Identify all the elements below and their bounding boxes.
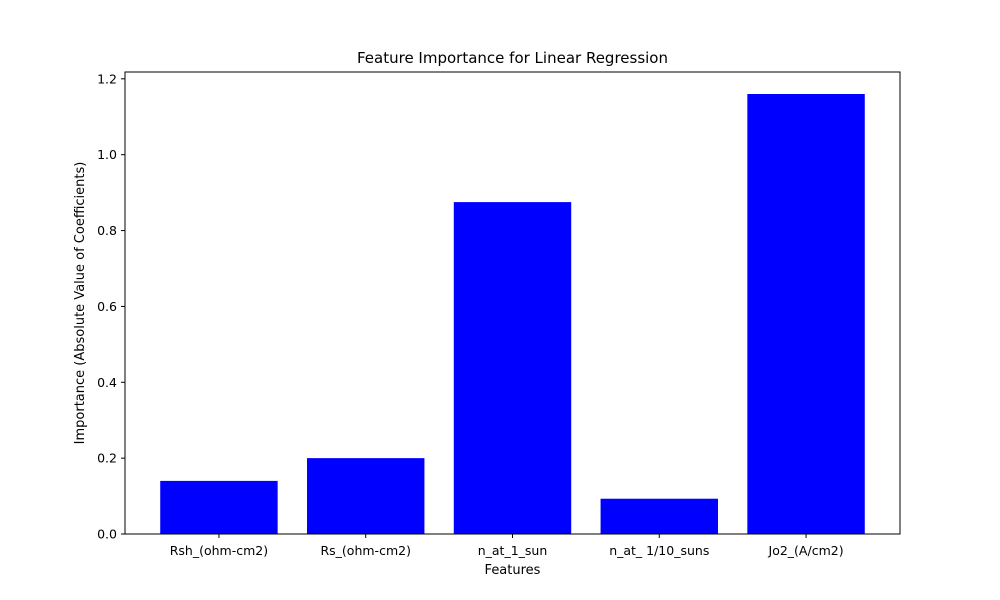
plot-area-frame [124, 71, 901, 535]
y-axis-ticks: 0.0 0.2 0.4 0.6 0.8 1.0 1.2 [97, 71, 125, 542]
y-tick-label-1: 0.2 [97, 451, 117, 466]
x-axis-label: Features [485, 563, 541, 578]
y-tick-label-2: 0.4 [97, 375, 117, 390]
bar-2 [453, 202, 572, 534]
y-tick-label-4: 0.8 [97, 223, 117, 238]
y-tick-label-3: 0.6 [97, 299, 117, 314]
bar-1 [307, 458, 425, 534]
x-tick-label-4: Jo2_(A/cm2) [768, 543, 844, 558]
y-axis-label: Importance (Absolute Value of Coefficien… [73, 162, 88, 445]
x-tick-label-1: Rs_(ohm-cm2) [320, 543, 410, 558]
y-tick-label-6: 1.2 [97, 71, 117, 86]
y-tick-label-5: 1.0 [97, 147, 117, 162]
y-tick-label-0: 0.0 [97, 527, 117, 542]
bar-3 [600, 498, 718, 534]
bar-4 [747, 94, 865, 534]
chart-title: Feature Importance for Linear Regression [357, 49, 668, 67]
bars-group [160, 94, 865, 534]
x-tick-label-3: n_at_ 1/10_suns [609, 543, 709, 558]
x-tick-label-2: n_at_1_sun [478, 543, 548, 558]
x-tick-label-0: Rsh_(ohm-cm2) [170, 543, 268, 558]
x-axis-ticks: Rsh_(ohm-cm2) Rs_(ohm-cm2) n_at_1_sun n_at_… [170, 534, 844, 558]
bar-0 [160, 480, 278, 534]
